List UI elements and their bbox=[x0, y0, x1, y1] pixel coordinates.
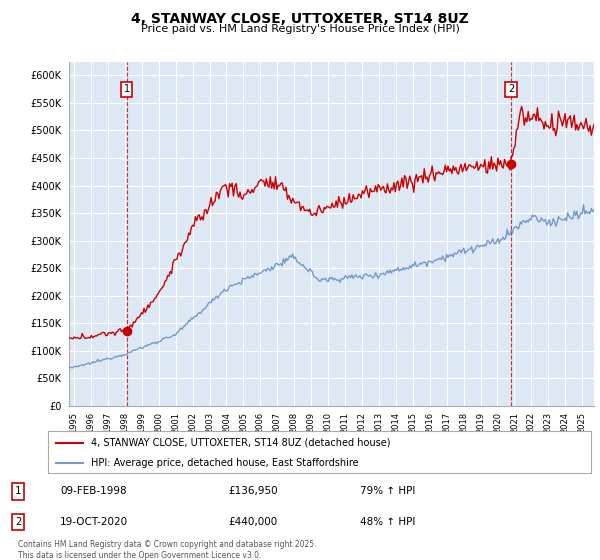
Text: 2: 2 bbox=[15, 517, 21, 527]
Text: 4, STANWAY CLOSE, UTTOXETER, ST14 8UZ (detached house): 4, STANWAY CLOSE, UTTOXETER, ST14 8UZ (d… bbox=[91, 438, 391, 448]
Text: 09-FEB-1998: 09-FEB-1998 bbox=[60, 487, 127, 496]
Text: 19-OCT-2020: 19-OCT-2020 bbox=[60, 517, 128, 527]
Text: HPI: Average price, detached house, East Staffordshire: HPI: Average price, detached house, East… bbox=[91, 458, 359, 468]
Text: Price paid vs. HM Land Registry's House Price Index (HPI): Price paid vs. HM Land Registry's House … bbox=[140, 24, 460, 34]
Text: 4, STANWAY CLOSE, UTTOXETER, ST14 8UZ: 4, STANWAY CLOSE, UTTOXETER, ST14 8UZ bbox=[131, 12, 469, 26]
Text: 1: 1 bbox=[15, 487, 21, 496]
Text: 48% ↑ HPI: 48% ↑ HPI bbox=[360, 517, 415, 527]
Text: 1: 1 bbox=[124, 84, 130, 94]
Text: 2: 2 bbox=[508, 84, 514, 94]
Text: 79% ↑ HPI: 79% ↑ HPI bbox=[360, 487, 415, 496]
Text: £136,950: £136,950 bbox=[228, 487, 278, 496]
Text: £440,000: £440,000 bbox=[228, 517, 277, 527]
Text: Contains HM Land Registry data © Crown copyright and database right 2025.
This d: Contains HM Land Registry data © Crown c… bbox=[18, 540, 317, 560]
